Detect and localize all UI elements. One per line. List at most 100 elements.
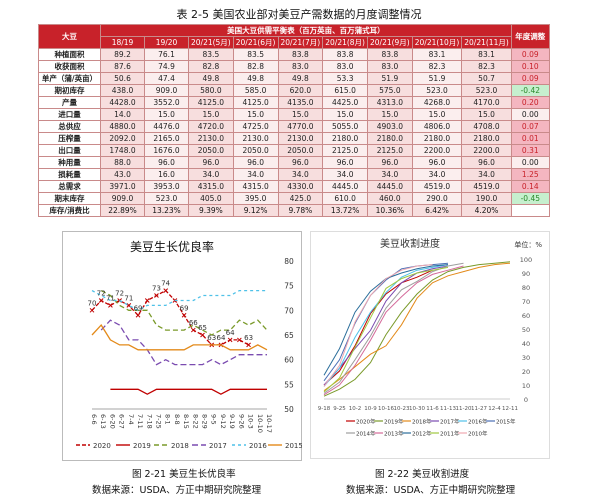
data-label: 66 [189,319,198,327]
table-cell: 4720.0 [188,120,234,133]
table-cell: 22.89% [100,204,145,217]
data-label: 72 [115,289,124,297]
table-cell: 620.0 [277,84,324,97]
legend-label: 2016 [249,442,267,450]
x-tick-label: 6-6 [90,414,98,425]
table-cell: 83.1 [411,48,463,61]
adjust-cell [510,204,550,217]
x-tick-label: 9-5 [210,414,218,425]
table-cell: 51.9 [411,72,463,85]
column-header: 19/20 [144,36,189,49]
table-cell: 523.0 [461,84,512,97]
table-cell: 615.0 [322,84,368,97]
table-cell: 10.36% [367,204,413,217]
table-row: 单产（蒲/英亩） 50.6 47.4 49.8 49.8 49.8 53.3 51.9 51.9… [38,72,550,85]
adjust-cell: 0.07 [510,120,550,133]
table-cell: 15.0 [411,108,463,121]
data-label: 65 [198,324,207,332]
table-cell: 4903.0 [367,120,413,133]
series-line-2017 [100,319,267,366]
table-cell: 13.72% [322,204,368,217]
table-cell: 4445.0 [322,180,368,193]
table-cell: 96.0 [188,156,234,169]
table-cell: 15.0 [144,108,189,121]
table-row: 总供应 4880.0 4476.0 4720.0 4725.0 4770.0 5055.0 4… [38,120,550,133]
table-cell: 96.0 [411,156,463,169]
table-cell: 2050.0 [277,144,324,157]
table-cell: 2200.0 [411,144,463,157]
table-cell: 74.9 [144,60,189,73]
table-cell: 96.0 [277,156,324,169]
column-header: 20/21(9月) [367,36,413,49]
table-cell: 4125.0 [232,96,279,109]
table-cell: 9.39% [188,204,234,217]
series-line-2018 [100,290,268,336]
table-cell: 2180.0 [322,132,368,145]
table-cell: 49.8 [188,72,234,85]
legend-label: 2019 [133,442,151,450]
data-label: 64 [226,329,235,337]
row-label: 期初库存 [38,84,101,97]
table-cell: 83.8 [322,48,368,61]
y-tick-label: 0 [524,396,528,404]
x-tick-label: 10-23 [394,406,410,412]
table-cell: 2165.0 [144,132,189,145]
table-row: 种用量 88.0 96.0 96.0 96.0 96.0 96.0 96.0 96.0 96.0 0… [38,156,550,169]
data-label: 69 [134,304,143,312]
table-cell: 2180.0 [461,132,512,145]
table-cell: 610.0 [322,192,368,205]
x-tick-label: 6-27 [118,414,126,429]
table-cell: 83.5 [188,48,234,61]
table-cell: 76.1 [144,48,189,61]
table-cell: 4708.0 [461,120,512,133]
row-label: 单产（蒲/英亩） [38,72,101,85]
adjust-cell: 0.10 [510,60,550,73]
table-cell: 13.23% [144,204,189,217]
series-line-2020 [91,289,249,346]
table-cell: 2130.0 [232,132,279,145]
x-tick-label: 10-17 [265,414,273,433]
table-cell: 425.0 [277,192,324,205]
column-header: 20/21(5月) [188,36,234,49]
table-cell: 83.5 [232,48,279,61]
table-cell: 50.7 [461,72,512,85]
y-tick-label: 10 [522,382,530,390]
x-tick-label: 8-8 [173,414,181,425]
legend-label: 2020年 [356,418,376,426]
legend-label: 2014年 [356,430,376,438]
table-row: 压榨量 2092.0 2165.0 2130.0 2130.0 2130.0 2180.0 2… [38,132,550,145]
table-cell: 2092.0 [100,132,145,145]
growth-rate-chart: 美豆生长优良率 50 55 60 65 70 75 80 6-6 6-13 6-20 6-27 7-4 7… [62,231,303,461]
legend-label: 2011年 [440,430,460,438]
legend-label: 2015年 [496,418,516,426]
table-cell: 2180.0 [411,132,463,145]
y-tick-label: 30 [522,354,530,362]
y-tick-label: 50 [522,326,530,334]
table-cell: 88.0 [100,156,145,169]
x-tick-label: 10-9 [364,406,377,412]
table-cell: 83.0 [367,60,413,73]
table-cell: 585.0 [232,84,279,97]
x-tick-label: 9-19 [228,414,236,429]
row-label: 总供应 [38,120,101,133]
series-line-2016年 [323,264,449,387]
legend-label: 2010年 [468,430,488,438]
table-cell: 575.0 [367,84,413,97]
row-label: 种用量 [38,156,101,169]
table-cell: 83.8 [367,48,413,61]
table-row: 期初库存 438.0 909.0 580.0 585.0 620.0 615.0 575.0 5… [38,84,550,97]
series-line-2017年 [323,265,449,386]
y-tick-label: 75 [284,282,294,291]
table-cell: 3971.0 [100,180,145,193]
x-tick-label: 10-16 [378,406,394,412]
series-line-2015 [91,324,268,351]
adjust-cell: 0.09 [510,48,550,61]
table-cell: 4806.0 [411,120,463,133]
table-cell: 4425.0 [322,96,368,109]
y-tick-label: 80 [284,257,294,266]
column-header: 20/21(6月) [232,36,279,49]
x-tick-label: 11-6 [426,406,439,412]
data-point [190,327,196,333]
column-header: 20/21(8月) [322,36,368,49]
series-line-2010年 [323,264,433,387]
